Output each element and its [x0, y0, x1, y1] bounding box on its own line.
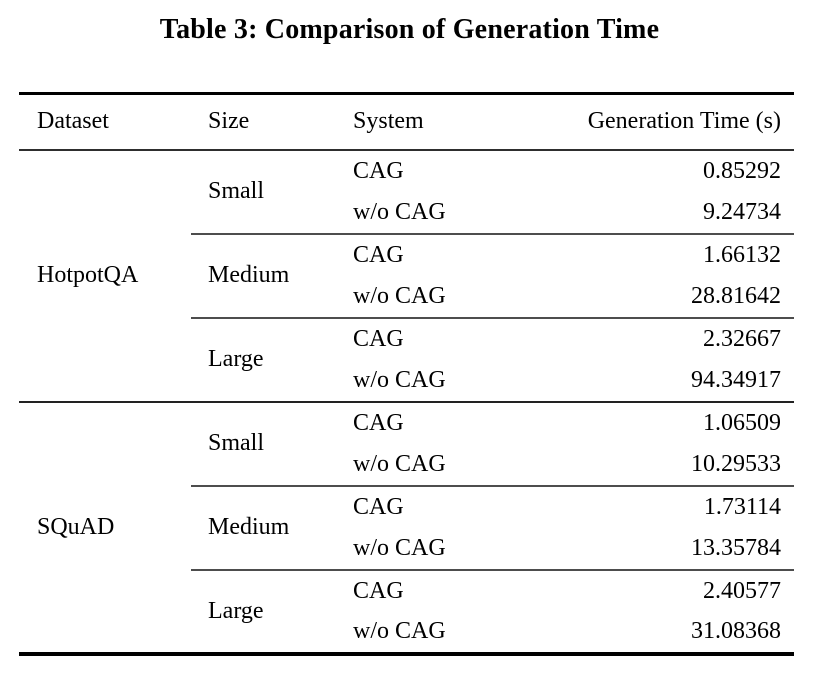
table-caption: Table 3: Comparison of Generation Time [159, 14, 660, 45]
col-header-dataset: Dataset [19, 93, 191, 151]
table-row: w/o CAG 31.08368 [19, 612, 794, 654]
table-row: HotpotQA Small CAG 0.85292 [19, 149, 794, 403]
time-cell: 2.40577 [703, 577, 781, 604]
time-cell: 0.85292 [703, 157, 781, 184]
col-header-system: System [336, 93, 560, 151]
table-row: w/o CAG 9.24734 [19, 191, 794, 235]
system-cell: w/o CAG [336, 359, 560, 403]
size-cell-large: Large [208, 597, 264, 624]
col-header-size: Size [191, 93, 336, 151]
table-row: w/o CAG 13.35784 [19, 527, 794, 571]
time-cell: 1.73114 [703, 493, 781, 520]
size-cell-small: Small [191, 149, 336, 235]
system-cell: CAG [353, 409, 404, 436]
table-row: w/o CAG 10.29533 [19, 443, 794, 487]
size-cell-medium: Medium [191, 233, 336, 319]
table-row: SQuAD Small CAG 1.06509 [19, 401, 794, 540]
table-row: Medium CAG 1.73114 [19, 485, 794, 571]
time-cell: 9.24734 [560, 191, 794, 235]
time-cell: 1.66132 [703, 241, 781, 268]
time-cell: 2.32667 [703, 325, 781, 352]
table-row: w/o CAG 94.34917 [19, 359, 794, 403]
header-row: Dataset Size System Generation Time (s) [19, 93, 794, 151]
system-cell: CAG [353, 577, 404, 604]
time-cell: 28.81642 [560, 275, 794, 319]
size-cell-small: Small [191, 401, 336, 487]
table-row: Medium CAG 1.66132 [19, 233, 794, 319]
system-cell: CAG [353, 325, 404, 352]
system-cell: w/o CAG [336, 443, 560, 487]
size-cell-large: Large [191, 317, 336, 403]
dataset-cell-squad: SQuAD [37, 513, 115, 540]
system-cell: CAG [353, 493, 404, 520]
time-cell: 13.35784 [560, 527, 794, 571]
time-cell: 31.08368 [691, 618, 781, 644]
system-cell: w/o CAG [336, 527, 560, 571]
time-cell: 10.29533 [560, 443, 794, 487]
time-cell: 1.06509 [703, 409, 781, 436]
dataset-cell-hotpotqa: HotpotQA [19, 149, 191, 403]
system-cell: CAG [353, 157, 404, 184]
table-row: w/o CAG 28.81642 [19, 275, 794, 319]
system-cell: w/o CAG [353, 618, 446, 644]
system-cell: w/o CAG [336, 191, 560, 235]
size-cell-medium: Medium [191, 485, 336, 571]
generation-time-table: Dataset Size System Generation Time (s) … [19, 92, 794, 656]
col-header-generation-time: Generation Time (s) [560, 93, 794, 151]
system-cell: w/o CAG [336, 275, 560, 319]
system-cell: CAG [353, 241, 404, 268]
table-row: Large CAG 2.40577 [19, 570, 794, 624]
time-cell: 94.34917 [560, 359, 794, 403]
table-row: Large CAG 2.32667 [19, 317, 794, 403]
